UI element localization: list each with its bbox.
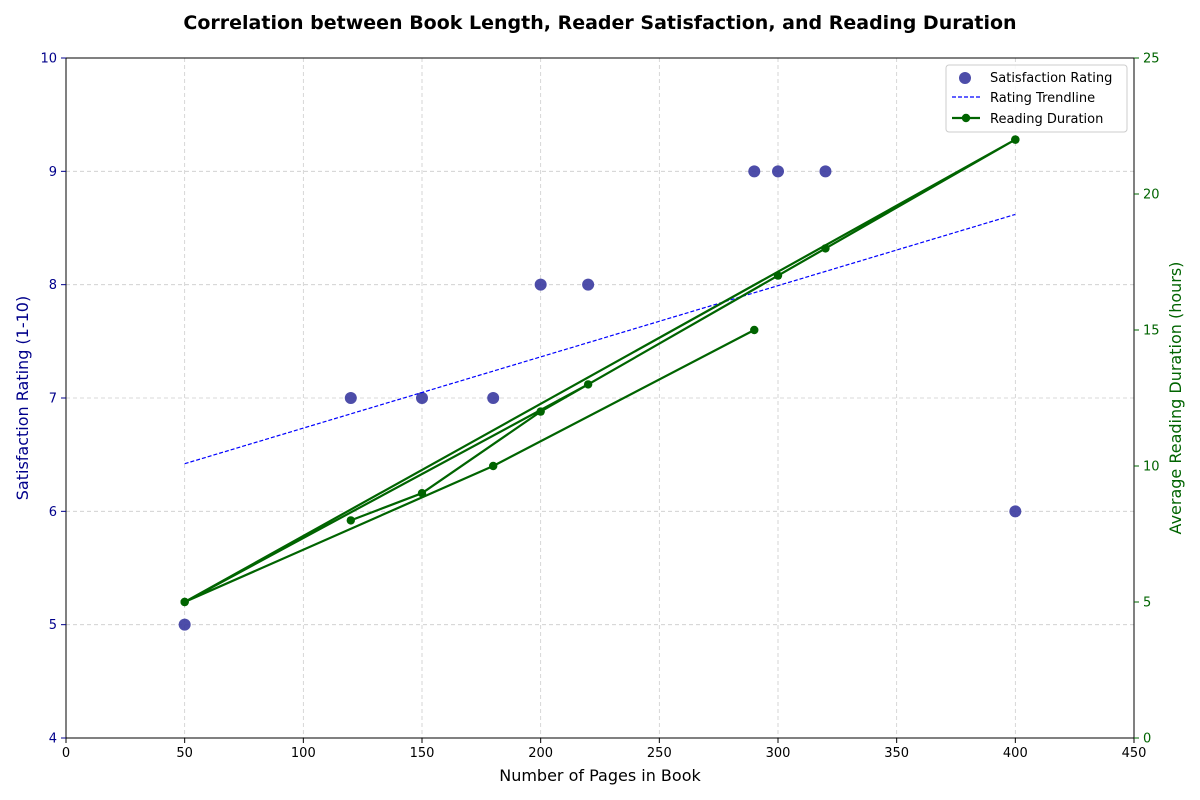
x-tick-label: 400 [1003, 746, 1028, 761]
left-y-tick-label: 9 [49, 165, 57, 180]
grid-layer [66, 58, 1134, 738]
legend: Satisfaction Rating Rating Trendline Rea… [945, 64, 1128, 133]
reading-duration-point [583, 380, 593, 389]
left-y-tick-label: 7 [49, 392, 57, 407]
rating-trendline [184, 213, 1016, 465]
satisfaction-point [487, 392, 500, 404]
reading-duration-point [750, 325, 759, 335]
right-y-tick-label: 15 [1143, 324, 1160, 339]
x-tick-label: 350 [884, 746, 909, 761]
x-tick-label: 200 [528, 746, 553, 761]
reading-duration-point [821, 244, 830, 253]
reading-duration-line [183, 138, 1017, 604]
left-y-tick-label: 4 [49, 732, 57, 747]
x-tick-label: 50 [176, 746, 193, 761]
reading-duration-point [773, 271, 783, 280]
satisfaction-point [416, 392, 428, 404]
left-y-axis-label: Satisfaction Rating (1-10) [13, 296, 32, 500]
x-tick-label: 150 [410, 746, 435, 761]
satisfaction-point [582, 278, 595, 291]
right-y-tick-label: 5 [1143, 596, 1151, 611]
left-y-tick-label: 6 [49, 505, 57, 520]
right-y-tick-label: 10 [1143, 460, 1160, 475]
satisfaction-point [534, 278, 547, 291]
chart-title: Correlation between Book Length, Reader … [183, 12, 1016, 34]
x-tick-label: 100 [291, 746, 316, 761]
left-y-tick-label: 10 [40, 52, 57, 67]
legend-marker-satisfaction [959, 72, 971, 84]
x-tick-label: 250 [647, 746, 672, 761]
satisfaction-point [772, 165, 784, 178]
right-y-axis-label: Average Reading Duration (hours) [1166, 262, 1185, 535]
left-y-tick-label: 5 [49, 618, 57, 633]
legend-marker-duration-dot [961, 113, 971, 123]
reading-duration-point [489, 461, 498, 471]
x-tick-label: 0 [62, 746, 70, 761]
satisfaction-point [819, 165, 832, 178]
satisfaction-point [748, 165, 761, 178]
series-layer [178, 135, 1022, 631]
right-y-tick-label: 0 [1143, 732, 1151, 747]
right-y-tick-label: 25 [1143, 52, 1160, 67]
satisfaction-point [178, 618, 191, 631]
x-tick-label: 450 [1122, 746, 1147, 761]
right-y-tick-label: 20 [1143, 188, 1160, 203]
axes-layer: 0 50 100 150 200 250 300 350 400 4504567891005101… [40, 52, 1159, 762]
legend-label-trendline: Rating Trendline [990, 91, 1095, 106]
reading-duration-point [346, 516, 355, 525]
x-axis-label: Number of Pages in Book [499, 766, 701, 785]
legend-label-duration: Reading Duration [990, 112, 1103, 127]
satisfaction-point [1009, 505, 1022, 518]
reading-duration-point [1011, 135, 1020, 144]
satisfaction-point [344, 392, 357, 404]
left-y-tick-label: 8 [49, 278, 57, 293]
reading-duration-point [536, 407, 545, 416]
legend-box [945, 64, 1128, 133]
reading-duration-point [417, 489, 427, 498]
x-tick-label: 300 [766, 746, 791, 761]
reading-duration-point [180, 597, 189, 607]
legend-label-satisfaction: Satisfaction Rating [990, 71, 1112, 86]
